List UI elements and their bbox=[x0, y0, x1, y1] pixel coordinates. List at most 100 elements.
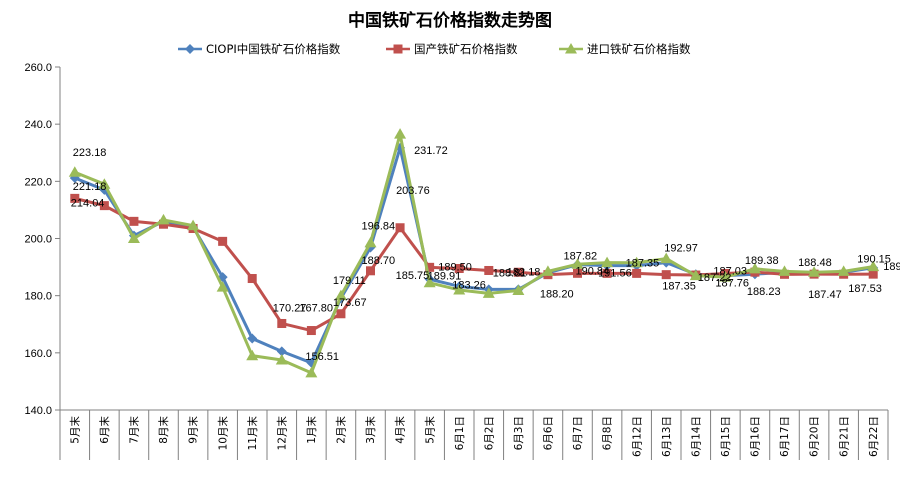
data-point bbox=[98, 178, 111, 189]
y-tick-label: 140.0 bbox=[24, 405, 52, 417]
data-point bbox=[808, 266, 821, 277]
legend-label: CIOPI中国铁矿石价格指数 bbox=[206, 42, 341, 56]
x-tick-label: 6月12日 bbox=[631, 416, 643, 457]
data-label: 187.35 bbox=[626, 257, 660, 269]
data-point bbox=[541, 265, 554, 276]
data-point bbox=[366, 266, 375, 276]
data-point bbox=[423, 276, 436, 288]
data-point bbox=[216, 281, 229, 292]
data-point bbox=[305, 366, 318, 378]
data-point bbox=[247, 274, 257, 284]
x-tick-label: 11月末 bbox=[246, 416, 259, 451]
data-point bbox=[157, 213, 170, 225]
x-tick-label: 5月末 bbox=[423, 416, 436, 444]
data-point bbox=[602, 268, 612, 278]
data-point bbox=[748, 262, 761, 274]
legend-marker bbox=[185, 44, 195, 54]
legend-entry: 国产铁矿石价格指数 bbox=[386, 42, 518, 56]
data-label: 179.11 bbox=[333, 275, 366, 287]
x-tick-label: 6月21日 bbox=[838, 416, 850, 457]
x-tick-label: 6月3日 bbox=[513, 416, 525, 450]
x-tick-label: 6月1日 bbox=[454, 416, 466, 450]
x-tick-label: 6月6日 bbox=[543, 416, 555, 450]
data-label: 188.81 bbox=[493, 267, 527, 279]
data-point bbox=[70, 193, 80, 203]
data-label: 223.18 bbox=[73, 147, 107, 159]
x-tick-label: 6月22日 bbox=[868, 416, 880, 457]
data-label: 189.38 bbox=[745, 255, 779, 267]
data-point bbox=[425, 262, 435, 272]
data-label: 183.26 bbox=[452, 279, 486, 291]
series-layer bbox=[68, 128, 880, 378]
legend-marker bbox=[565, 43, 577, 54]
series-line bbox=[74, 146, 874, 365]
data-point bbox=[334, 289, 347, 301]
data-label: 189.50 bbox=[438, 262, 472, 274]
x-tick-label: 6月20日 bbox=[809, 416, 821, 457]
data-point bbox=[247, 333, 258, 344]
data-point bbox=[482, 287, 495, 298]
data-point bbox=[277, 318, 287, 328]
data-point bbox=[246, 349, 259, 361]
legend-entry: CIOPI中国铁矿石价格指数 bbox=[178, 42, 341, 56]
data-label: 188.48 bbox=[798, 257, 832, 269]
data-label: 170.27 bbox=[273, 302, 307, 314]
data-label: 187.03 bbox=[713, 266, 747, 278]
data-point bbox=[571, 258, 584, 269]
data-label: 190.15 bbox=[857, 254, 891, 266]
legend-marker bbox=[393, 44, 403, 54]
data-point bbox=[867, 260, 880, 272]
data-label: 188.23 bbox=[747, 286, 781, 298]
data-point bbox=[336, 309, 346, 319]
data-label: 221.18 bbox=[73, 181, 107, 193]
data-point bbox=[129, 216, 139, 226]
data-label: 173.67 bbox=[333, 297, 367, 309]
data-label: 189.91 bbox=[428, 270, 462, 282]
data-point bbox=[632, 268, 642, 278]
data-point bbox=[689, 269, 702, 281]
data-label: 196.84 bbox=[362, 221, 396, 233]
data-point bbox=[719, 271, 732, 282]
axes: 140.0 160.0 180.0 200.0 220.0 240.0 260.0 5月末 6月… bbox=[24, 62, 889, 460]
y-tick-label: 260.0 bbox=[24, 62, 52, 74]
data-point bbox=[661, 270, 671, 280]
data-label: 187.82 bbox=[564, 250, 598, 262]
data-point bbox=[601, 256, 614, 268]
data-label: 187.22 bbox=[698, 272, 732, 284]
x-tick-label: 6月2日 bbox=[483, 416, 495, 450]
x-tick-label: 8月末 bbox=[157, 416, 170, 444]
data-label: 185.75 bbox=[396, 270, 430, 282]
legend-label: 进口铁矿石价格指数 bbox=[587, 42, 691, 56]
data-point bbox=[394, 128, 407, 139]
data-point bbox=[484, 265, 494, 275]
y-tick-label: 180.0 bbox=[24, 291, 52, 303]
data-point bbox=[573, 268, 582, 278]
y-tick-label: 200.0 bbox=[24, 234, 52, 246]
x-tick-label: 6月16日 bbox=[750, 416, 762, 457]
data-point bbox=[275, 353, 288, 365]
data-point bbox=[512, 284, 525, 296]
data-label: 203.76 bbox=[396, 185, 430, 197]
series-line bbox=[74, 132, 874, 375]
data-point bbox=[837, 265, 850, 276]
data-label: 188.20 bbox=[540, 289, 574, 301]
data-point bbox=[306, 326, 316, 336]
data-label: 214.04 bbox=[71, 197, 105, 209]
data-label: 156.51 bbox=[305, 351, 339, 363]
legend-label: 国产铁矿石价格指数 bbox=[414, 42, 518, 56]
data-label: 187.47 bbox=[808, 289, 842, 301]
data-label: 231.72 bbox=[414, 145, 448, 157]
data-point bbox=[276, 346, 287, 357]
data-point bbox=[68, 166, 81, 177]
x-tick-label: 6月8日 bbox=[602, 416, 614, 450]
y-tick-label: 240.0 bbox=[24, 119, 52, 131]
data-point bbox=[364, 236, 377, 248]
data-point bbox=[453, 283, 466, 295]
data-label: 191.56 bbox=[598, 268, 632, 280]
data-label: 192.97 bbox=[664, 243, 698, 255]
series-2 bbox=[68, 128, 880, 378]
x-tick-label: 6月15日 bbox=[720, 416, 732, 457]
legend: CIOPI中国铁矿石价格指数 国产铁矿石价格指数 进口铁矿石价格指数 bbox=[178, 42, 691, 56]
y-tick-label: 220.0 bbox=[24, 176, 52, 188]
